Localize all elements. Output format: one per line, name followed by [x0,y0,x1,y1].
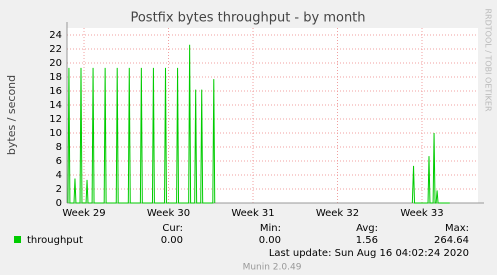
y-tick-label: 24 [49,30,62,41]
y-tick-label: 22 [49,44,62,55]
x-tick-label: Week 30 [147,208,190,219]
legend-value: 264.64 [434,235,469,246]
legend-value: 1.56 [356,235,378,246]
x-tick-label: Week 33 [400,208,443,219]
y-tick-label: 20 [49,58,62,69]
legend-label: throughput [27,235,83,246]
legend-header: Min: [260,223,281,234]
legend-header: Avg: [356,223,378,234]
y-tick-label: 2 [56,184,62,195]
y-axis-label: bytes / second [5,75,18,155]
y-tick-label: 6 [56,156,62,167]
x-tick-label: Week 29 [62,208,105,219]
legend-header: Max: [445,223,469,234]
x-tick-label: Week 32 [316,208,359,219]
y-tick-label: 4 [56,170,62,181]
y-tick-label: 18 [49,72,62,83]
x-tick-label: Week 31 [231,208,274,219]
side-text: RRDTOOL / TOBI OETIKER [484,8,493,111]
legend-swatch [14,236,21,243]
data-line [67,44,450,204]
plot-area [67,28,478,203]
y-tick-label: 12 [49,114,62,125]
y-tick-label: 16 [49,86,62,97]
last-update: Last update: Sun Aug 16 04:02:24 2020 [269,248,469,259]
legend-value: 0.00 [161,235,183,246]
y-tick-label: 8 [56,142,62,153]
chart-title: Postfix bytes throughput - by month [130,11,365,26]
y-tick-label: 10 [49,128,62,139]
y-tick-label: 0 [56,198,62,209]
y-tick-label: 14 [49,100,62,111]
legend-value: 0.00 [259,235,281,246]
footer: Munin 2.0.49 [243,263,302,273]
legend-header: Cur: [162,223,183,234]
